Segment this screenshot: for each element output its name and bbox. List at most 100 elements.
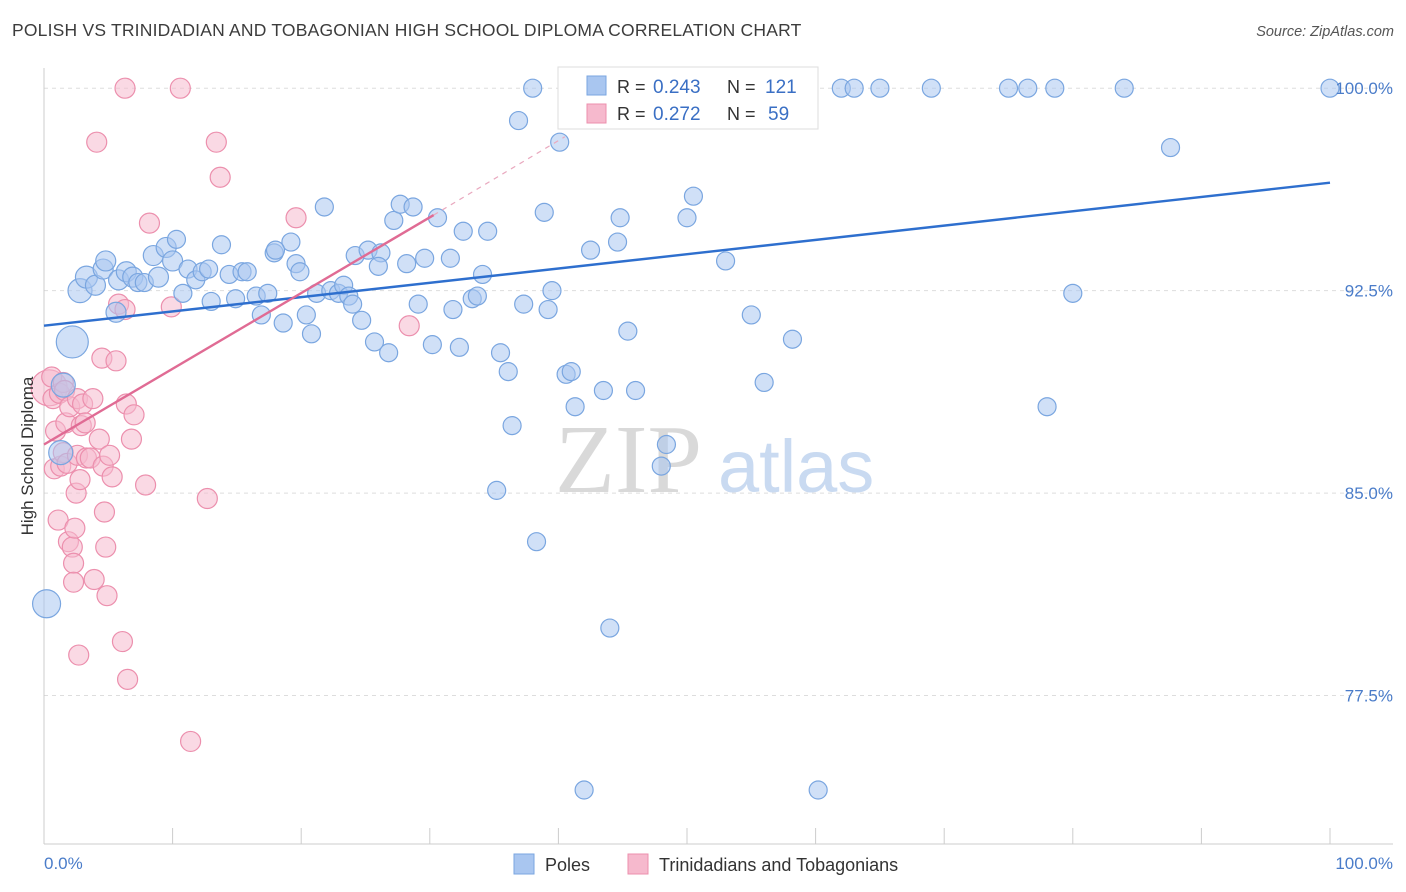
point-poles	[844, 78, 864, 98]
point-trinidadian	[64, 517, 86, 539]
point-poles	[593, 380, 614, 401]
y-tick-label: 92.5%	[1345, 282, 1393, 301]
stats-legend: R = 0.243 N = 121 R = 0.272 N = 59	[557, 66, 819, 130]
x-tick-label-max: 100.0%	[1335, 854, 1393, 873]
legend-label-poles: Poles	[545, 855, 590, 875]
point-trinidadian	[180, 730, 202, 753]
point-poles	[467, 286, 487, 306]
point-trinidadian	[101, 466, 123, 488]
legend-label-trin: Trinidadians and Tobagonians	[659, 855, 898, 875]
point-trinidadian	[134, 474, 157, 496]
point-poles	[258, 283, 278, 303]
point-poles	[453, 221, 473, 241]
point-poles	[574, 780, 594, 800]
point-poles	[487, 480, 507, 500]
point-poles	[1037, 397, 1057, 417]
point-trinidadian	[93, 501, 116, 523]
stats-n-label-poles: N =	[727, 77, 756, 97]
point-poles	[514, 294, 534, 314]
series-legend: Poles Trinidadians and Tobagonians	[513, 853, 898, 875]
stats-legend-swatch-poles	[586, 75, 607, 96]
point-poles	[656, 434, 677, 455]
point-poles	[1320, 78, 1340, 98]
legend-swatch-poles	[513, 853, 535, 875]
y-tick-label: 77.5%	[1345, 687, 1393, 706]
point-poles	[610, 208, 630, 228]
trend-line-poles	[43, 181, 1331, 327]
point-poles	[364, 332, 385, 352]
point-poles	[580, 240, 601, 260]
y-axis-label: High School Diploma	[18, 376, 37, 535]
point-poles	[472, 264, 493, 285]
point-trinidadian	[68, 644, 90, 666]
watermark-atlas: atlas	[718, 425, 874, 508]
grid-lines	[44, 87, 1393, 697]
point-trinidadian	[169, 77, 191, 99]
point-poles	[618, 321, 638, 341]
point-poles	[422, 335, 442, 355]
legend-swatch-trin	[627, 853, 649, 875]
point-poles	[808, 780, 828, 800]
chart-title: POLISH VS TRINIDADIAN AND TOBAGONIAN HIG…	[12, 20, 802, 40]
point-trinidadian	[138, 212, 161, 234]
point-poles	[1018, 78, 1038, 98]
point-poles	[290, 262, 310, 282]
point-poles	[550, 132, 570, 152]
stats-n-value-trin: 59	[768, 104, 789, 125]
point-poles	[397, 254, 417, 274]
axes	[43, 68, 1393, 845]
point-poles	[1063, 283, 1083, 303]
point-poles	[600, 618, 620, 638]
point-poles	[870, 78, 890, 98]
y-tick-label: 85.0%	[1345, 484, 1393, 503]
point-trinidadian	[209, 166, 231, 188]
point-poles	[607, 232, 628, 252]
point-trinidadian	[98, 444, 121, 466]
point-poles	[683, 186, 704, 206]
point-poles	[296, 305, 316, 325]
point-poles	[95, 250, 117, 272]
point-trinidadian	[398, 315, 420, 337]
point-poles	[1114, 78, 1134, 98]
point-poles	[565, 397, 585, 417]
point-trinidadian	[69, 468, 91, 491]
point-trinidadian	[105, 350, 127, 372]
point-poles	[55, 325, 89, 359]
point-poles	[754, 372, 774, 393]
point-poles	[379, 343, 399, 363]
point-poles	[478, 221, 498, 241]
point-poles	[314, 197, 334, 217]
trend-line-trinidadian	[43, 214, 435, 446]
trend-lines	[43, 136, 1331, 446]
point-poles	[173, 283, 193, 303]
point-poles	[31, 589, 62, 619]
point-poles	[542, 281, 562, 301]
point-poles	[498, 362, 518, 382]
point-poles	[651, 456, 671, 476]
point-poles	[301, 324, 322, 344]
point-poles	[273, 313, 293, 333]
point-poles	[782, 329, 803, 349]
point-trinidadian	[285, 207, 307, 229]
point-poles	[199, 259, 219, 279]
y-tick-label: 100.0%	[1335, 79, 1393, 98]
point-trinidadian	[205, 131, 227, 153]
point-poles	[490, 343, 511, 363]
point-poles	[741, 305, 761, 325]
point-trinidadian	[88, 428, 110, 450]
point-poles	[50, 372, 76, 398]
point-poles	[265, 240, 286, 260]
point-trinidadian	[111, 630, 134, 653]
point-poles	[538, 299, 558, 320]
point-trinidadian	[114, 77, 136, 99]
point-trinidadian	[83, 568, 105, 591]
point-poles	[384, 210, 404, 231]
point-poles	[237, 262, 257, 282]
point-poles	[147, 266, 170, 288]
point-poles	[526, 532, 547, 552]
stats-r-label-trin: R =	[617, 104, 646, 124]
chart-source: Source: ZipAtlas.com	[1256, 24, 1394, 40]
point-poles	[48, 440, 74, 466]
point-trinidadian	[62, 552, 85, 574]
stats-n-value-poles: 121	[765, 77, 797, 98]
